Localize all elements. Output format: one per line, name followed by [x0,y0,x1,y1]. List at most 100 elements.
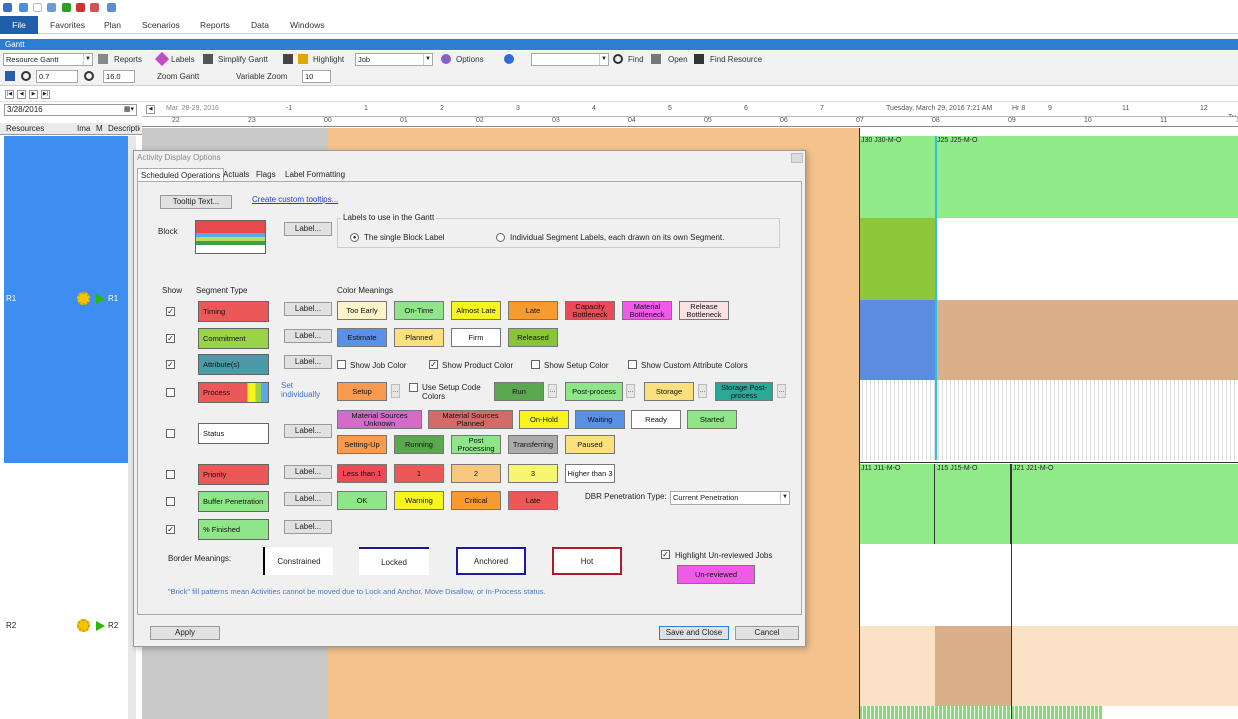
use-setup-code-colors-checkbox[interactable] [409,383,418,392]
run-icon[interactable] [62,3,71,12]
timeline-ruler-bottom: 22 23 00 01 02 03 04 05 06 07 08 09 10 1… [142,117,1238,127]
storage-post-process-color-picker[interactable]: … [777,384,786,398]
col-image[interactable]: Ima [77,124,91,133]
find-resource-button[interactable]: Find Resource [710,55,763,64]
show-custom-attribute-colors-checkbox[interactable] [628,360,637,369]
prev-icon[interactable]: ◀ [17,90,26,99]
commitment-label-button[interactable]: Label... [284,329,332,343]
zoom-in-icon[interactable] [21,71,31,81]
gantt-block[interactable]: J25 J25-M-O [935,136,1238,218]
finished-label-button[interactable]: Label... [284,520,332,534]
gantt-block[interactable]: J15 J15-M-O [935,464,1011,544]
hour-tick: 10 [1084,117,1092,124]
last-icon[interactable]: ▶| [41,90,50,99]
show-process-checkbox[interactable] [166,388,175,397]
apply-button[interactable]: Apply [150,626,220,640]
save-icon[interactable] [3,3,12,12]
priority-label-button[interactable]: Label... [284,465,332,479]
show-percent-finished-checkbox[interactable]: ✓ [166,525,175,534]
col-resources[interactable]: Resources [6,124,45,133]
view-icon[interactable] [107,3,116,12]
create-custom-tooltips-link[interactable]: Create custom tooltips... [252,195,339,204]
view-select[interactable]: Resource Gantt ▼ [3,53,93,66]
show-buffer-penetration-checkbox[interactable] [166,497,175,506]
info-icon[interactable] [504,54,514,64]
radio-individual[interactable] [496,233,505,242]
tab-flags[interactable]: Flags [256,170,276,179]
gantt-block[interactable]: J30 J30-M-O [859,136,935,218]
show-timing-checkbox[interactable]: ✓ [166,307,175,316]
options-button[interactable]: Options [456,55,484,64]
show-commitment-checkbox[interactable]: ✓ [166,334,175,343]
block-label-button[interactable]: Label... [284,222,332,236]
attributes-label-button[interactable]: Label... [284,355,332,369]
open-icon [651,54,661,64]
refresh-icon[interactable] [47,3,56,12]
tooltip-text-button[interactable]: Tooltip Text... [160,195,232,209]
next-icon[interactable]: ▶ [29,90,38,99]
stop-icon[interactable] [90,3,99,12]
show-setup-color-checkbox[interactable] [531,360,540,369]
col-description[interactable]: Description [108,124,140,133]
timing-label-button[interactable]: Label... [284,302,332,316]
show-product-color-checkbox[interactable]: ✓ [429,360,438,369]
find-button[interactable]: Find [628,55,644,64]
pdf-icon[interactable] [76,3,85,12]
labels-button[interactable]: Labels [171,55,195,64]
post-process-color-picker[interactable]: … [626,384,635,398]
reports-button[interactable]: Reports [114,55,143,64]
zoom-gantt-button[interactable]: Zoom Gantt [157,72,200,81]
menu-favorites[interactable]: Favorites [50,20,85,30]
menu-windows[interactable]: Windows [290,20,325,30]
find-select[interactable]: ▼ [531,53,609,66]
undo-icon[interactable] [19,3,28,12]
segment-type-header: Segment Type [196,286,248,295]
menu-plan[interactable]: Plan [104,20,122,30]
tab-actuals[interactable]: Actuals [223,170,250,179]
zoom-level-input[interactable]: 16.0 [103,70,135,83]
storage-color-picker[interactable]: … [698,384,707,398]
open-button[interactable]: Open [668,55,688,64]
save-and-close-button[interactable]: Save and Close [659,626,729,640]
highlight-unreviewed-label: Highlight Un-reviewed Jobs [675,551,773,560]
resources-scrollbar[interactable] [128,136,136,719]
sort-icon[interactable] [5,71,15,81]
resource-row-r1[interactable]: R1 R1 [4,136,128,463]
gantt-block[interactable]: J11 J11-M-O [859,464,935,544]
highlight-unreviewed-checkbox[interactable]: ✓ [661,550,670,559]
cancel-button[interactable]: Cancel [735,626,799,640]
highlight-button[interactable]: Highlight [313,55,345,64]
show-status-checkbox[interactable] [166,429,175,438]
gantt-block[interactable]: J21 J21-M-O [1011,464,1238,544]
zoom-out-icon[interactable] [84,71,94,81]
show-job-color-checkbox[interactable] [337,360,346,369]
dbr-penetration-select[interactable]: Current Penetration ▼ [670,491,790,505]
run-color-picker[interactable]: … [548,384,557,398]
radio-single-block[interactable]: ● [350,233,359,242]
menu-data[interactable]: Data [251,20,269,30]
document-icon[interactable] [33,3,42,12]
status-label-button[interactable]: Label... [284,424,332,438]
date-picker[interactable]: 3/28/2016 ▦▾ [4,104,137,116]
first-icon[interactable]: |◀ [5,90,14,99]
close-icon[interactable] [791,153,803,163]
show-column-header: Show [162,286,183,295]
zoom-input[interactable]: 0.7 [36,70,78,83]
scroll-left-icon[interactable]: ◀ [146,105,155,114]
resource-row-r2[interactable]: R2 R2 [4,463,128,719]
chevron-down-icon: ▼ [423,54,432,65]
variable-zoom-input[interactable]: 10 [302,70,331,83]
simplify-gantt-button[interactable]: Simplify Gantt [218,55,268,64]
buffer-label-button[interactable]: Label... [284,492,332,506]
setup-color-picker[interactable]: … [391,384,400,398]
file-menu[interactable]: File [0,16,38,34]
menu-reports[interactable]: Reports [200,20,230,30]
show-priority-checkbox[interactable] [166,470,175,479]
gantt-jobs-area[interactable]: J30 J30-M-O J25 J25-M-O J11 J11-M-O J15 … [859,128,1238,719]
show-attributes-checkbox[interactable]: ✓ [166,360,175,369]
col-m[interactable]: M [96,124,103,133]
highlight-select[interactable]: Job ▼ [355,53,433,66]
tab-label-formatting[interactable]: Label Formatting [285,170,346,179]
menu-scenarios[interactable]: Scenarios [142,20,180,30]
tab-scheduled-operations[interactable]: Scheduled Operations [137,168,225,181]
